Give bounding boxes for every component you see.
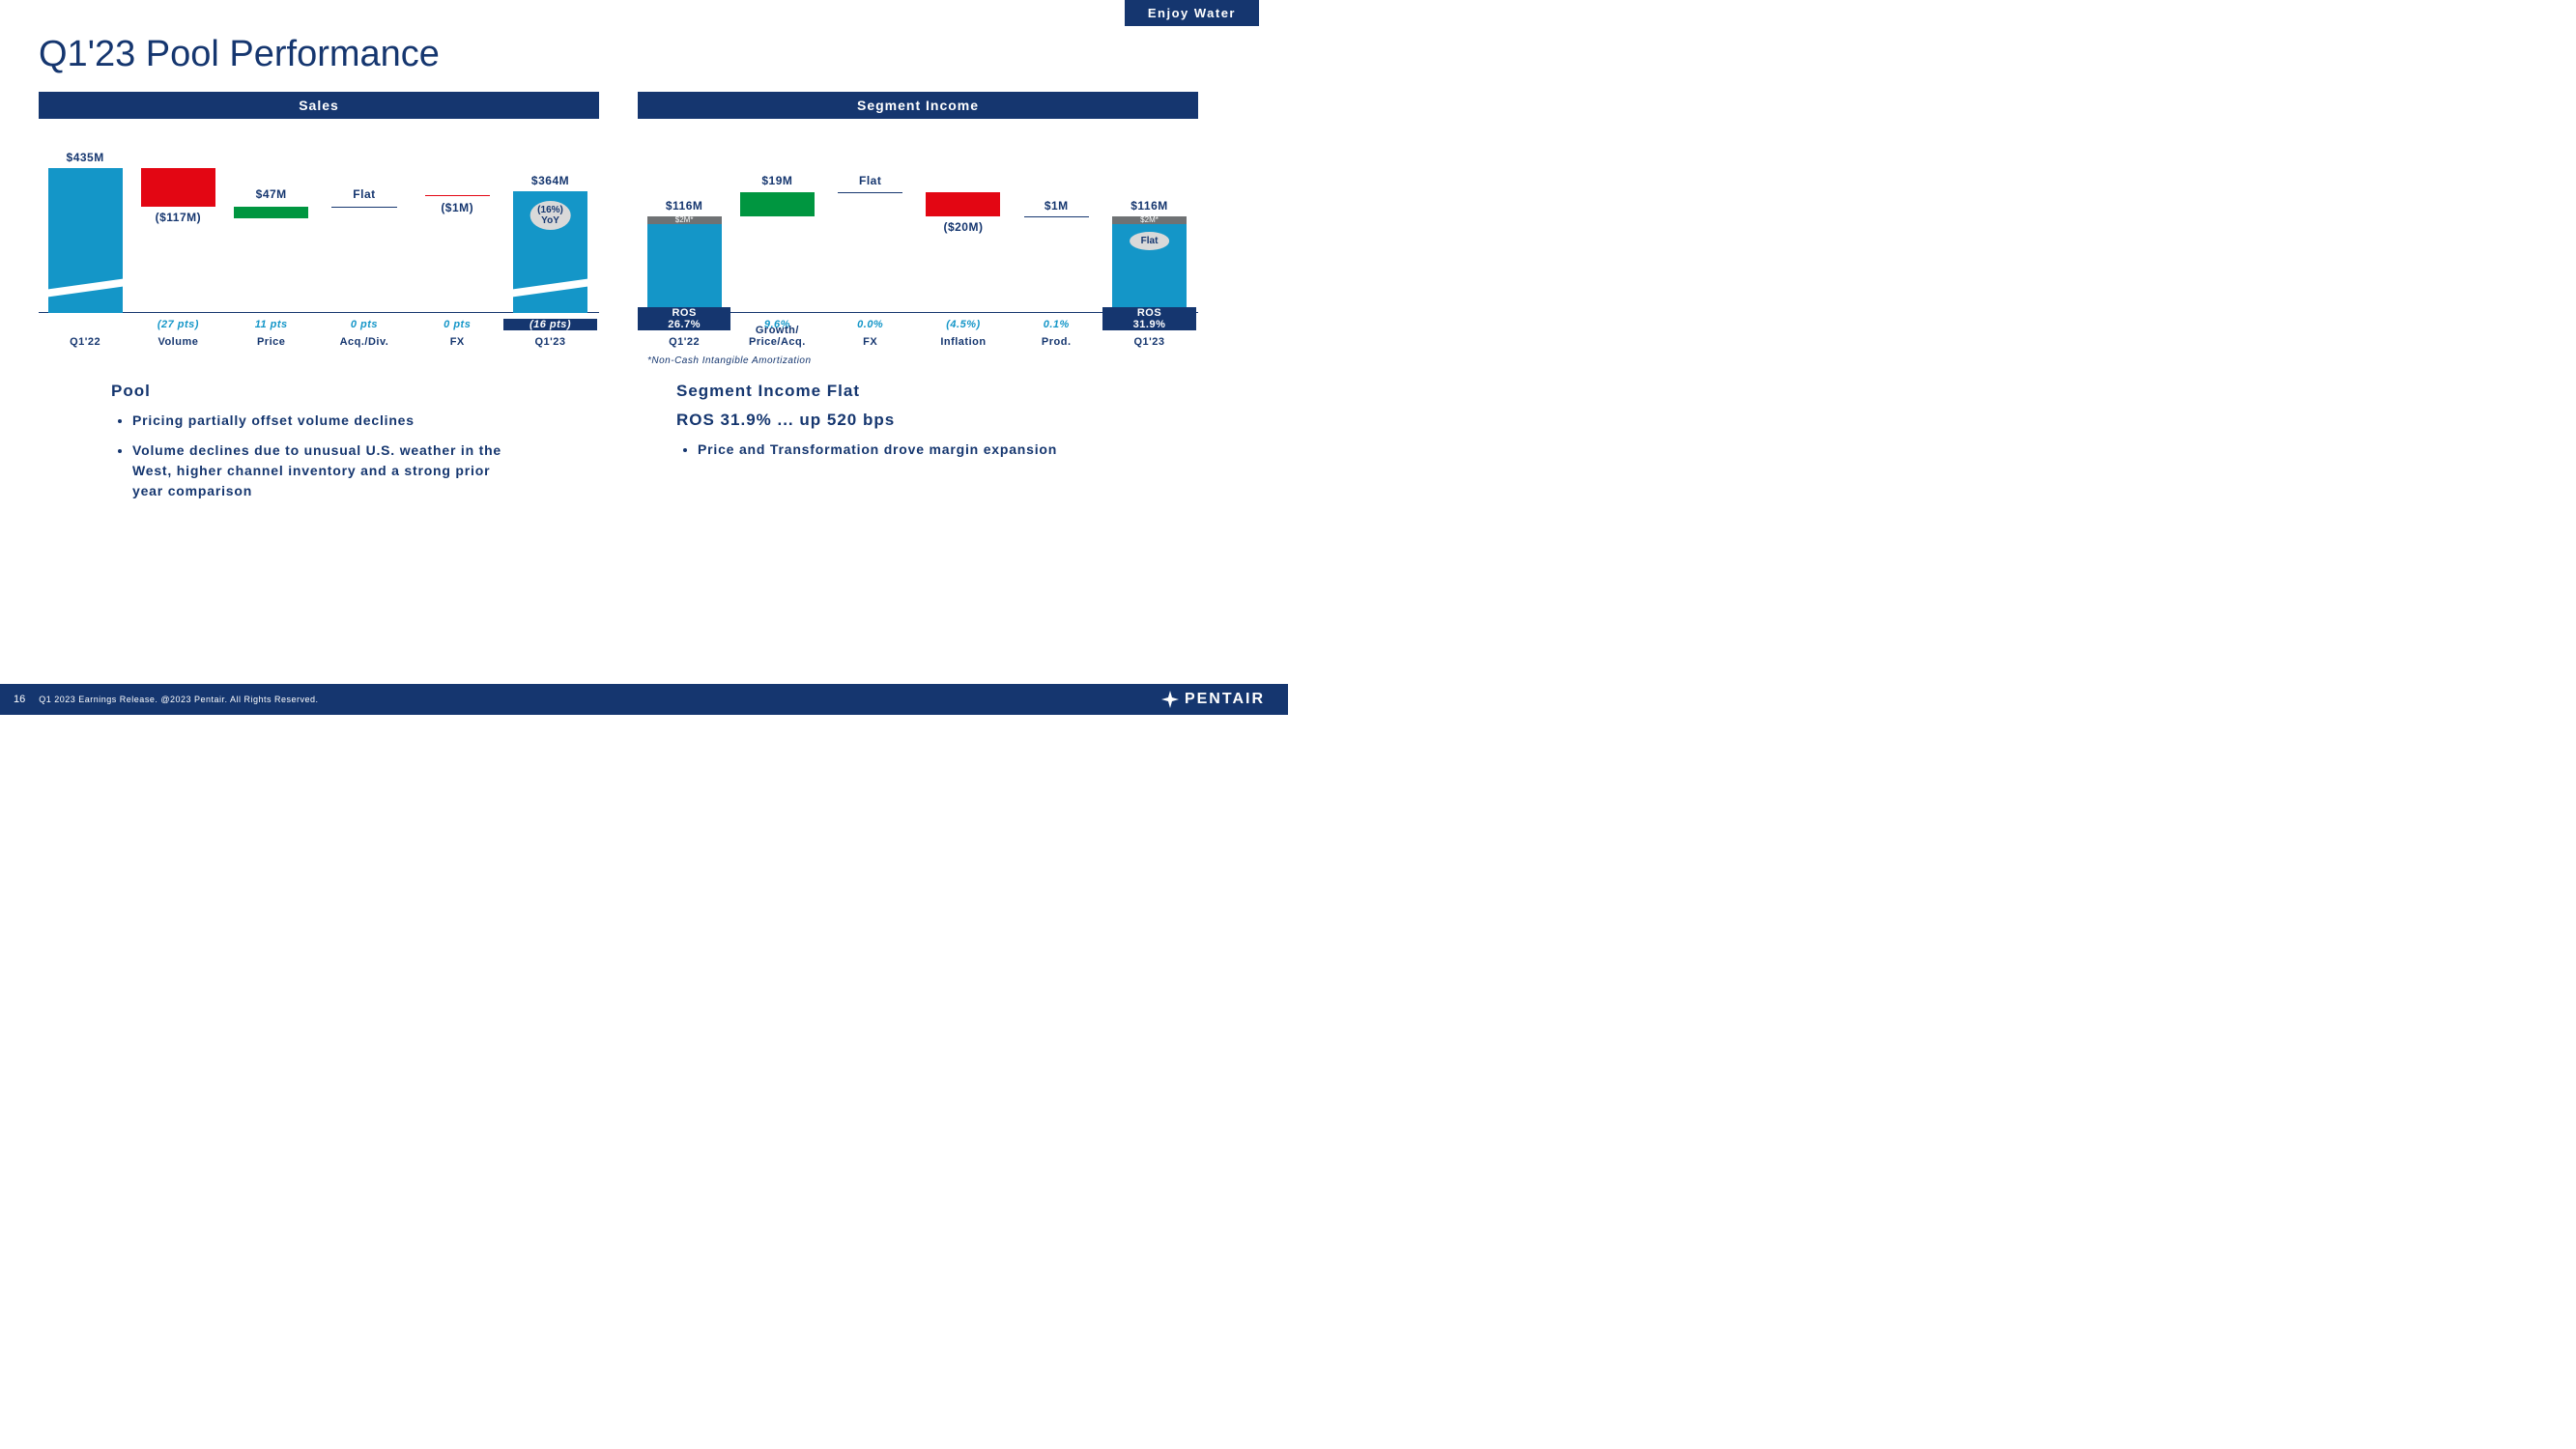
- income-pts-3: (4.5%): [917, 319, 1010, 330]
- income-pts-2: 0.0%: [824, 319, 917, 330]
- tagline-badge: Enjoy Water: [1125, 0, 1259, 26]
- income-col-prod: $1M: [1010, 168, 1102, 313]
- sales-pts-3: 0 pts: [318, 319, 411, 330]
- income-cat-4: Prod.: [1010, 336, 1102, 348]
- sales-cat-3: Acq./Div.: [318, 336, 411, 348]
- income-cat-3: Inflation: [917, 336, 1010, 348]
- sales-waterfall-chart: $435M ($117M) $47M Flat ($1M) $364M: [39, 135, 599, 348]
- income-flatline-4: [1024, 216, 1089, 217]
- sales-bar-2: [234, 207, 308, 218]
- footer-bar: 16 Q1 2023 Earnings Release. @2023 Penta…: [0, 684, 1288, 715]
- sales-col-fx: ($1M): [411, 168, 503, 313]
- sales-bar-1: [141, 168, 215, 207]
- section-header-sales: Sales: [39, 92, 599, 119]
- sales-yoy-oval: (16%) YoY: [530, 201, 571, 230]
- bullets-pool-item-0: Pricing partially offset volume declines: [132, 411, 517, 431]
- income-cat-5: Q1'23: [1102, 336, 1195, 348]
- bullets-pool-heading: Pool: [111, 382, 517, 401]
- sales-col-price: $47M: [225, 168, 318, 313]
- sales-col-volume: ($117M): [131, 168, 224, 313]
- income-col-q123: $116M $2M* Flat: [1102, 168, 1195, 313]
- section-header-income: Segment Income: [638, 92, 1198, 119]
- bullets-income-heading2: ROS 31.9% ... up 520 bps: [676, 411, 1140, 430]
- sales-col-acqdiv: Flat: [318, 168, 411, 313]
- income-waterfall-chart: $116M $2M* $19M Flat ($20M) $1M $116M $2…: [638, 135, 1198, 348]
- sales-col-q123: $364M (16%) YoY: [503, 168, 596, 313]
- sales-cat-4: FX: [411, 336, 503, 348]
- income-col-inflation: ($20M): [917, 168, 1010, 313]
- income-pts-5: ROS 31.9%: [1102, 307, 1195, 330]
- income-col-fx: Flat: [824, 168, 917, 313]
- pentair-logo: PENTAIR: [1161, 691, 1265, 708]
- income-bar-3: [926, 192, 1000, 216]
- copyright-text: Q1 2023 Earnings Release. @2023 Pentair.…: [39, 695, 318, 704]
- income-val-3: ($20M): [917, 220, 1010, 234]
- sales-pts-1: (27 pts): [131, 319, 224, 330]
- income-bar-1: [740, 192, 815, 216]
- sales-cat-2: Price: [225, 336, 318, 348]
- sales-flatline-4: [425, 195, 490, 196]
- page-number: 16: [0, 694, 39, 705]
- sales-pts-5: (16 pts): [503, 319, 596, 330]
- bullets-pool: Pool Pricing partially offset volume dec…: [111, 382, 517, 511]
- sales-val-0: $435M: [39, 151, 131, 164]
- sales-pts-4: 0 pts: [411, 319, 503, 330]
- bullets-income: Segment Income Flat ROS 31.9% ... up 520…: [676, 382, 1140, 469]
- slash: [48, 279, 123, 298]
- sales-cat-0: Q1'22: [39, 336, 131, 348]
- bullets-pool-item-1: Volume declines due to unusual U.S. weat…: [132, 440, 517, 501]
- income-cat-0: Q1'22: [638, 336, 730, 348]
- income-col-q122: $116M $2M*: [638, 168, 730, 313]
- income-bar-0: [647, 224, 722, 313]
- income-col-growth: $19M: [730, 168, 823, 313]
- bullets-income-item-0: Price and Transformation drove margin ex…: [698, 440, 1140, 460]
- sales-val-1: ($117M): [131, 211, 224, 224]
- page-title: Q1'23 Pool Performance: [39, 34, 440, 75]
- income-graycap-0: $2M*: [647, 216, 722, 224]
- sales-flatline-3: [331, 207, 396, 208]
- sales-col-q122: $435M: [39, 168, 131, 313]
- sales-pts-2: 11 pts: [225, 319, 318, 330]
- pentair-logo-icon: [1161, 691, 1179, 708]
- income-cat-2: FX: [824, 336, 917, 348]
- sales-bar-0: [48, 168, 123, 313]
- income-flatline-2: [838, 192, 902, 193]
- sales-cat-1: Volume: [131, 336, 224, 348]
- income-flat-oval: Flat: [1130, 232, 1170, 250]
- slash: [513, 279, 587, 298]
- bullets-income-heading1: Segment Income Flat: [676, 382, 1140, 401]
- sales-val-4: ($1M): [411, 201, 503, 214]
- income-cat-1: Growth/ Price/Acq.: [730, 325, 823, 348]
- sales-cat-5: Q1'23: [503, 336, 596, 348]
- income-footnote: *Non-Cash Intangible Amortization: [647, 355, 812, 366]
- income-pts-0: ROS 26.7%: [638, 307, 730, 330]
- income-graycap-5: $2M*: [1112, 216, 1187, 224]
- income-pts-4: 0.1%: [1010, 319, 1102, 330]
- pentair-logo-text: PENTAIR: [1185, 691, 1265, 708]
